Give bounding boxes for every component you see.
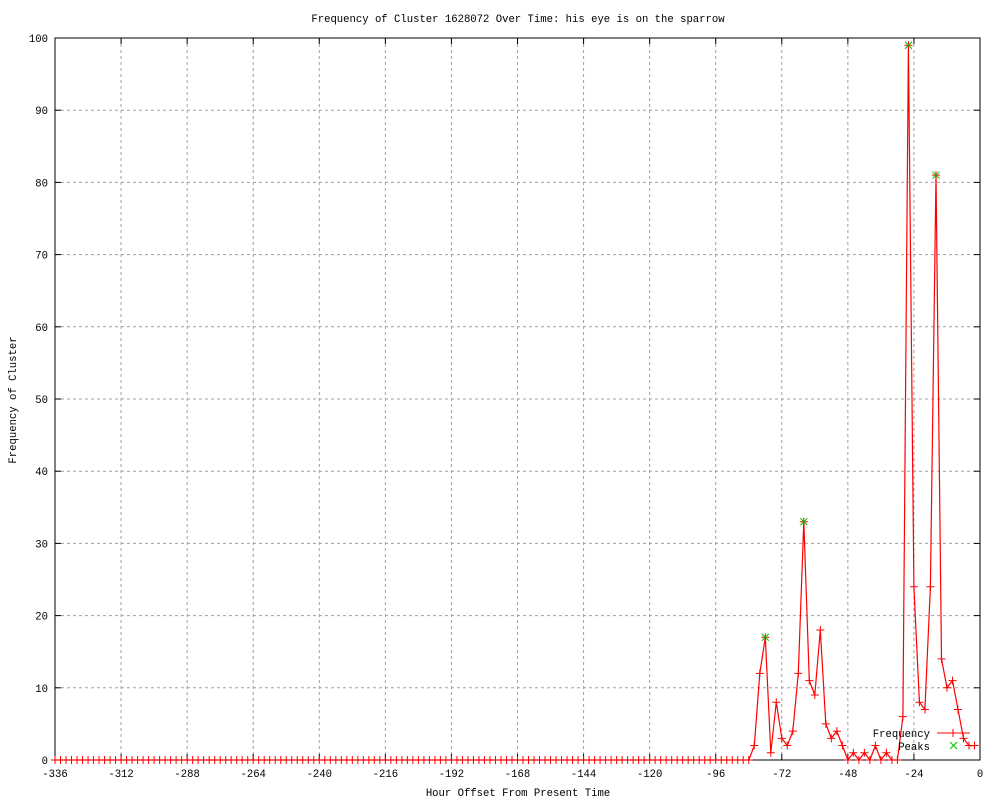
frequency-point: [772, 698, 781, 707]
legend: Frequency Peaks: [873, 729, 970, 754]
y-tick-label: 60: [35, 323, 48, 335]
frequency-point: [810, 691, 819, 700]
frequency-point: [926, 582, 935, 591]
x-tick-label: -216: [373, 769, 398, 781]
x-tick-label: -144: [571, 769, 596, 781]
x-tick-label: -48: [838, 769, 857, 781]
frequency-point: [783, 741, 792, 750]
x-tick-label: -240: [307, 769, 332, 781]
x-tick-label: -72: [772, 769, 791, 781]
frequency-point: [882, 748, 891, 757]
x-tick-label: -168: [505, 769, 530, 781]
peak-point: [799, 517, 808, 526]
y-tick-label: 70: [35, 251, 48, 263]
x-tick-label: 0: [977, 769, 983, 781]
frequency-point: [816, 626, 825, 635]
legend-marker-peaks: [949, 741, 958, 750]
grid: [55, 38, 980, 760]
frequency-point: [959, 734, 968, 743]
x-tick-label: -120: [637, 769, 662, 781]
frequency-point: [942, 683, 951, 692]
frequency-point: [865, 756, 874, 764]
x-tick-label: -24: [904, 769, 923, 781]
frequency-point: [843, 756, 852, 764]
y-tick-label: 50: [35, 395, 48, 407]
frequency-point: [849, 748, 858, 757]
frequency-point: [920, 705, 929, 714]
x-tick-label: -192: [439, 769, 464, 781]
y-tick-label: 30: [35, 539, 48, 551]
frequency-line: [55, 45, 975, 762]
y-tick-label: 90: [35, 106, 48, 118]
frequency-point: [876, 756, 885, 764]
frequency-point: [909, 582, 918, 591]
y-tick-label: 20: [35, 612, 48, 624]
frequency-point: [871, 741, 880, 750]
y-tick-label: 40: [35, 467, 48, 479]
frequency-point: [854, 756, 863, 764]
frequency-point: [827, 734, 836, 743]
frequency-point: [893, 756, 902, 764]
frequency-point: [970, 741, 979, 750]
legend-label-peaks: Peaks: [898, 742, 930, 754]
x-tick-label: -336: [42, 769, 67, 781]
frequency-point: [948, 676, 957, 685]
frequency-point: [860, 748, 869, 757]
frequency-point: [838, 741, 847, 750]
x-tick-label: -96: [706, 769, 725, 781]
axis-ticks: -336 -312 -288 -264 -240 -216 -192 -168 -144 -120…: [29, 34, 983, 781]
peak-point: [761, 633, 770, 642]
frequency-point: [788, 727, 797, 736]
frequency-point: [805, 676, 814, 685]
frequency-point: [937, 654, 946, 663]
frequency-point: [755, 669, 764, 678]
x-axis-label: Hour Offset From Present Time: [426, 788, 610, 800]
frequency-point: [766, 748, 775, 757]
y-tick-label: 10: [35, 684, 48, 696]
frequency-point: [777, 734, 786, 743]
frequency-point: [832, 727, 841, 736]
legend-label-frequency: Frequency: [873, 729, 930, 741]
frequency-point: [821, 719, 830, 728]
peak-point: [904, 41, 913, 50]
y-tick-label: 0: [42, 756, 48, 768]
x-tick-label: -264: [240, 769, 265, 781]
y-tick-label: 80: [35, 178, 48, 190]
x-tick-label: -288: [174, 769, 199, 781]
x-tick-label: -312: [108, 769, 133, 781]
series: [51, 41, 979, 764]
legend-marker-frequency: [949, 729, 957, 737]
frequency-point: [744, 756, 753, 764]
frequency-point: [915, 698, 924, 707]
peak-point: [932, 171, 940, 180]
frequency-point: [750, 741, 759, 750]
frequency-point: [794, 669, 803, 678]
y-tick-label: 100: [29, 34, 48, 46]
chart-title: Frequency of Cluster 1628072 Over Time: …: [311, 14, 725, 26]
y-axis-label: Frequency of Cluster: [8, 336, 20, 463]
frequency-point: [898, 712, 907, 721]
frequency-point: [953, 705, 962, 714]
